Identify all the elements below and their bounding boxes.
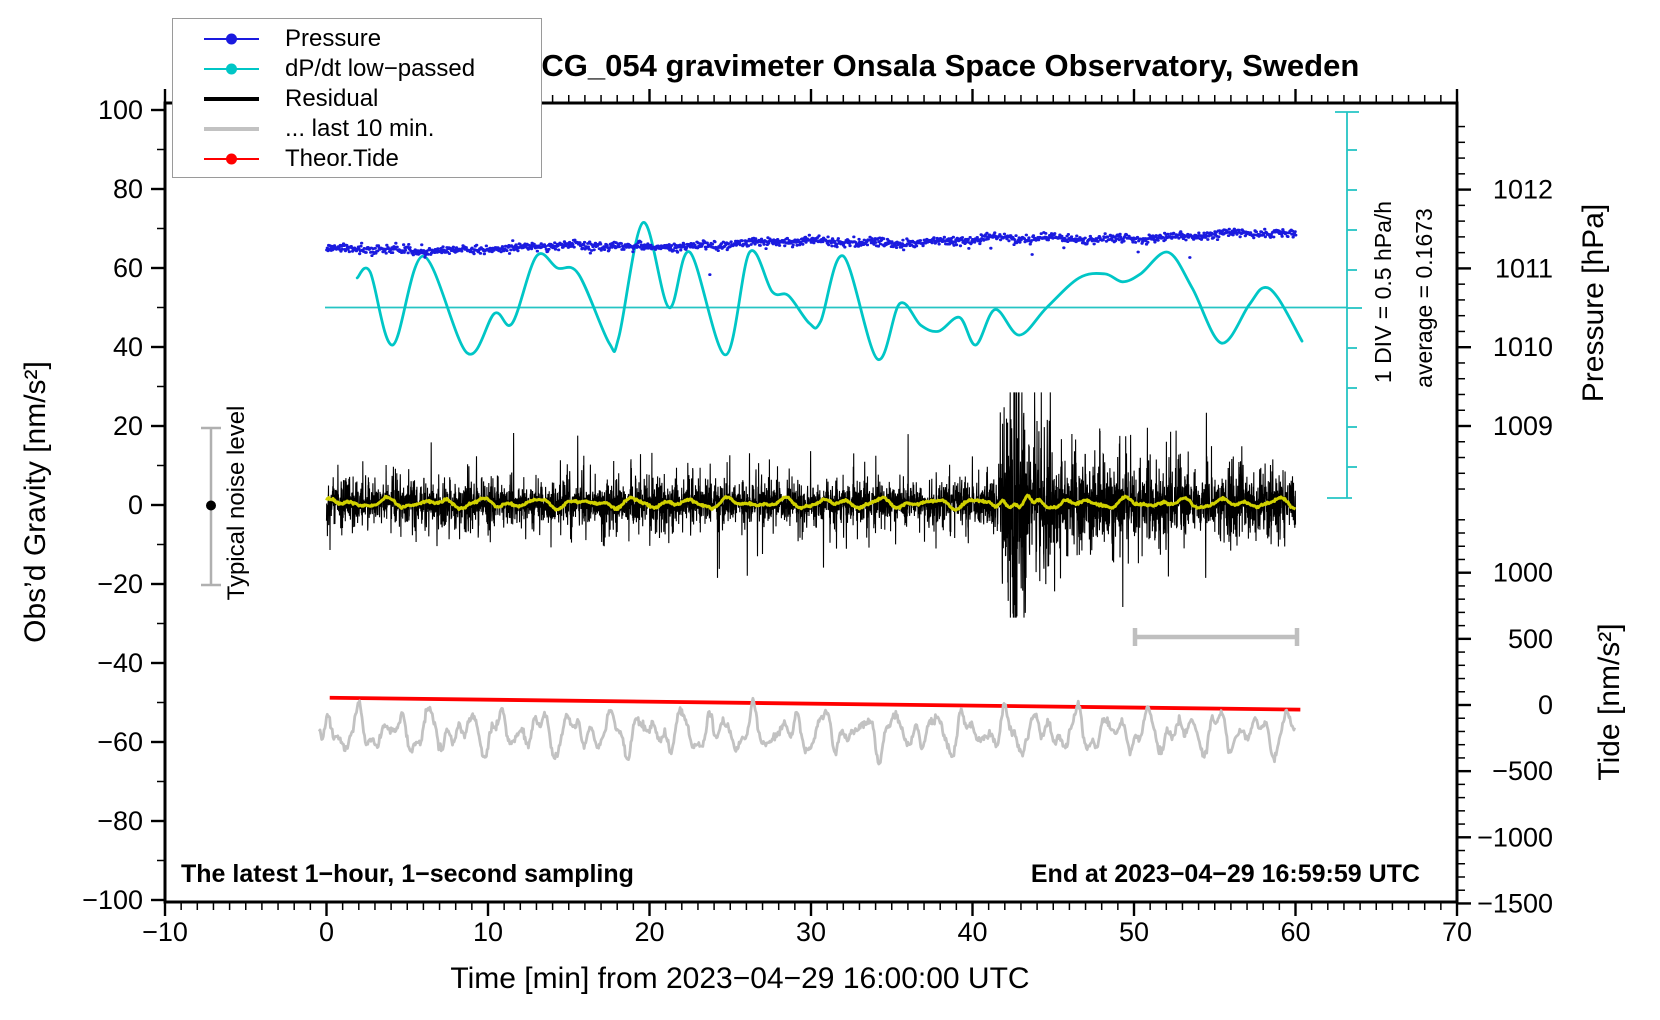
tide-axis-tick-label: −1000 — [1477, 822, 1553, 852]
legend-item: Residual — [173, 84, 541, 114]
legend-box: Pressure dP/dt low−passed Residual ... last… — [172, 18, 542, 178]
gravity-axis-title: Obs’d Gravity [nm/s²] — [19, 361, 52, 643]
x-axis-tick-label: 60 — [1280, 917, 1310, 947]
x-axis-title: Time [min] from 2023−04−29 16:00:00 UTC — [450, 962, 1030, 995]
legend-dot — [226, 63, 237, 75]
legend-line-sample — [204, 33, 259, 45]
legend-item-label: Theor.Tide — [285, 145, 399, 172]
noise-level-annotation: Typical noise level — [223, 405, 250, 601]
tide-axis-tick-label: −500 — [1492, 756, 1553, 786]
x-axis-tick-label: 0 — [319, 917, 334, 947]
gravity-axis-tick-label: 80 — [113, 174, 143, 204]
gravity-axis-tick-label: −100 — [82, 885, 143, 915]
pressure-axis-tick-label: 1010 — [1493, 332, 1553, 362]
average-annotation: average = 0.1673 — [1411, 208, 1437, 388]
legend-item-label: Pressure — [285, 25, 382, 52]
legend-line-sample — [204, 96, 259, 102]
x-axis-tick-label: 50 — [1119, 917, 1149, 947]
legend-line-sample — [204, 126, 259, 132]
legend-item: dP/dt low−passed — [173, 54, 541, 84]
last10-residual-curve — [317, 696, 1297, 766]
gravity-axis-tick-label: 0 — [128, 490, 143, 520]
tide-axis-tick-label: 1000 — [1493, 558, 1553, 588]
sampling-note: The latest 1−hour, 1−second sampling — [181, 860, 634, 888]
x-axis-tick-label: 70 — [1442, 917, 1472, 947]
dpdt-lowpassed-curve — [355, 221, 1304, 361]
div-scale-annotation: 1 DIV = 0.5 hPa/h — [1370, 200, 1396, 384]
x-axis-tick-label: 30 — [796, 917, 826, 947]
pressure-axis-tick-label: 1011 — [1495, 253, 1553, 283]
x-axis-tick-label: 10 — [473, 917, 503, 947]
legend-item: ... last 10 min. — [173, 114, 541, 144]
gravity-axis-tick-label: 60 — [113, 253, 143, 283]
generated-plot: −10 0 10 20 30 40 50 60 70100806040200−20−40−60−… — [82, 89, 1553, 947]
x-axis-tick-label: −10 — [142, 917, 188, 947]
legend-item-label: dP/dt low−passed — [285, 55, 476, 82]
legend-dot — [226, 33, 237, 45]
legend-item-label: Residual — [285, 85, 379, 112]
tide-axis-tick-label: −1500 — [1477, 888, 1553, 918]
end-time-note: End at 2023−04−29 16:59:59 UTC — [1030, 860, 1420, 888]
pressure-axis-tick-label: 1009 — [1493, 411, 1553, 441]
tide-axis-title: Tide [nm/s²] — [1593, 623, 1626, 781]
gravity-axis-tick-label: −20 — [97, 569, 143, 599]
pressure-axis-tick-label: 1012 — [1493, 175, 1553, 205]
legend-item: Pressure — [173, 24, 541, 54]
chart-title: SCG_054 gravimeter Onsala Space Observat… — [520, 48, 1360, 83]
tide-axis-tick-label: 500 — [1508, 624, 1553, 654]
gravity-axis-tick-label: −80 — [97, 806, 143, 836]
legend-item: Theor.Tide — [173, 144, 541, 174]
gravity-axis-tick-label: 20 — [113, 411, 143, 441]
gravity-axis-tick-label: 40 — [113, 332, 143, 362]
legend-dot — [226, 153, 237, 165]
theor-tide-line — [329, 695, 1301, 712]
x-axis-tick-label: 40 — [957, 917, 987, 947]
gravity-axis-tick-label: −40 — [97, 648, 143, 678]
legend-line-sample — [204, 153, 259, 165]
residual-smoothed-curve — [325, 493, 1297, 512]
tide-axis-tick-label: 0 — [1538, 690, 1553, 720]
noise-level-dot — [206, 500, 216, 511]
legend-item-label: ... last 10 min. — [285, 115, 435, 142]
gravity-axis-tick-label: 100 — [98, 95, 143, 125]
pressure-dots-series — [325, 227, 1298, 276]
gravity-axis-tick-label: −60 — [97, 727, 143, 757]
x-axis-tick-label: 20 — [634, 917, 664, 947]
legend-line-sample — [204, 63, 259, 75]
